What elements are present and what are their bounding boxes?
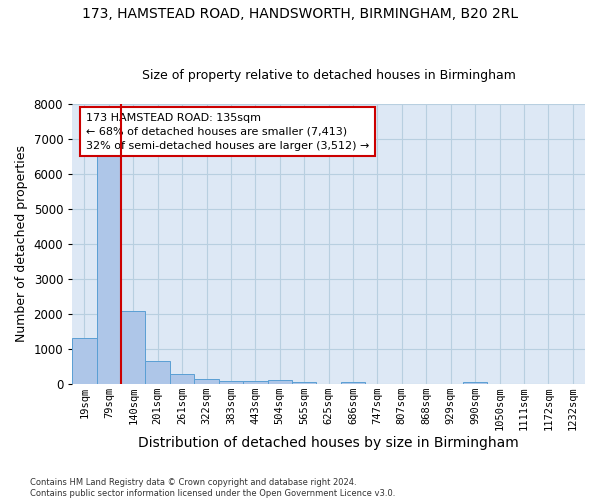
Bar xyxy=(243,382,268,384)
Y-axis label: Number of detached properties: Number of detached properties xyxy=(15,146,28,342)
Title: Size of property relative to detached houses in Birmingham: Size of property relative to detached ho… xyxy=(142,69,515,82)
Bar xyxy=(194,379,219,384)
Bar xyxy=(121,311,145,384)
Text: 173, HAMSTEAD ROAD, HANDSWORTH, BIRMINGHAM, B20 2RL: 173, HAMSTEAD ROAD, HANDSWORTH, BIRMINGH… xyxy=(82,8,518,22)
X-axis label: Distribution of detached houses by size in Birmingham: Distribution of detached houses by size … xyxy=(138,436,519,450)
Bar xyxy=(170,374,194,384)
Bar xyxy=(145,361,170,384)
Text: 173 HAMSTEAD ROAD: 135sqm
← 68% of detached houses are smaller (7,413)
32% of se: 173 HAMSTEAD ROAD: 135sqm ← 68% of detac… xyxy=(86,112,369,150)
Bar xyxy=(463,382,487,384)
Bar xyxy=(97,153,121,384)
Bar xyxy=(72,338,97,384)
Bar xyxy=(292,382,316,384)
Text: Contains HM Land Registry data © Crown copyright and database right 2024.
Contai: Contains HM Land Registry data © Crown c… xyxy=(30,478,395,498)
Bar xyxy=(219,381,243,384)
Bar xyxy=(341,382,365,384)
Bar xyxy=(268,380,292,384)
